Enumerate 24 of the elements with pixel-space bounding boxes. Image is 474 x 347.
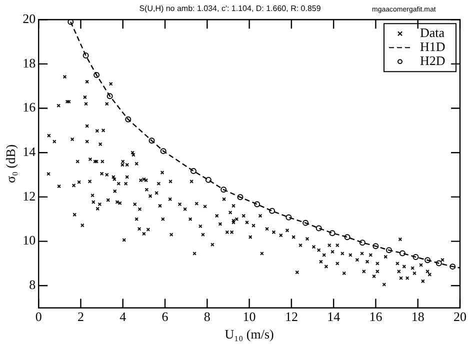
x-tick-label: 12 bbox=[284, 309, 298, 324]
y-tick-label: 12 bbox=[22, 188, 36, 204]
x-tick-label: 20 bbox=[454, 309, 466, 324]
x-tick-label: 0 bbox=[35, 309, 42, 324]
legend-label: Data bbox=[420, 25, 445, 40]
chart-title: S(U,H) no amb: 1.034, c': 1.104, D: 1.660, R: 0.859 bbox=[139, 4, 322, 14]
y-tick-label: 14 bbox=[22, 144, 36, 160]
y-axis-title: σ₀ (dB) bbox=[3, 144, 18, 184]
x-tick-label: 16 bbox=[369, 309, 383, 324]
legend-label: H1D bbox=[420, 39, 446, 54]
x-tick-label: 14 bbox=[327, 309, 341, 324]
y-tick-label: 16 bbox=[22, 100, 36, 115]
x-tick-label: 6 bbox=[162, 309, 169, 324]
x-axis-title: U₁₀ (m/s) bbox=[224, 326, 274, 342]
x-tick-label: 10 bbox=[242, 309, 256, 324]
x-tick-label: 4 bbox=[120, 309, 127, 324]
y-tick-label: 8 bbox=[29, 277, 36, 292]
y-tick-label: 18 bbox=[22, 55, 36, 70]
legend-label: H2D bbox=[420, 53, 446, 68]
x-tick-label: 8 bbox=[204, 309, 210, 324]
y-tick-label: 20 bbox=[22, 11, 36, 26]
x-tick-label: 2 bbox=[77, 309, 84, 324]
x-tick-label: 18 bbox=[411, 309, 424, 324]
y-tick-label: 10 bbox=[22, 232, 36, 248]
